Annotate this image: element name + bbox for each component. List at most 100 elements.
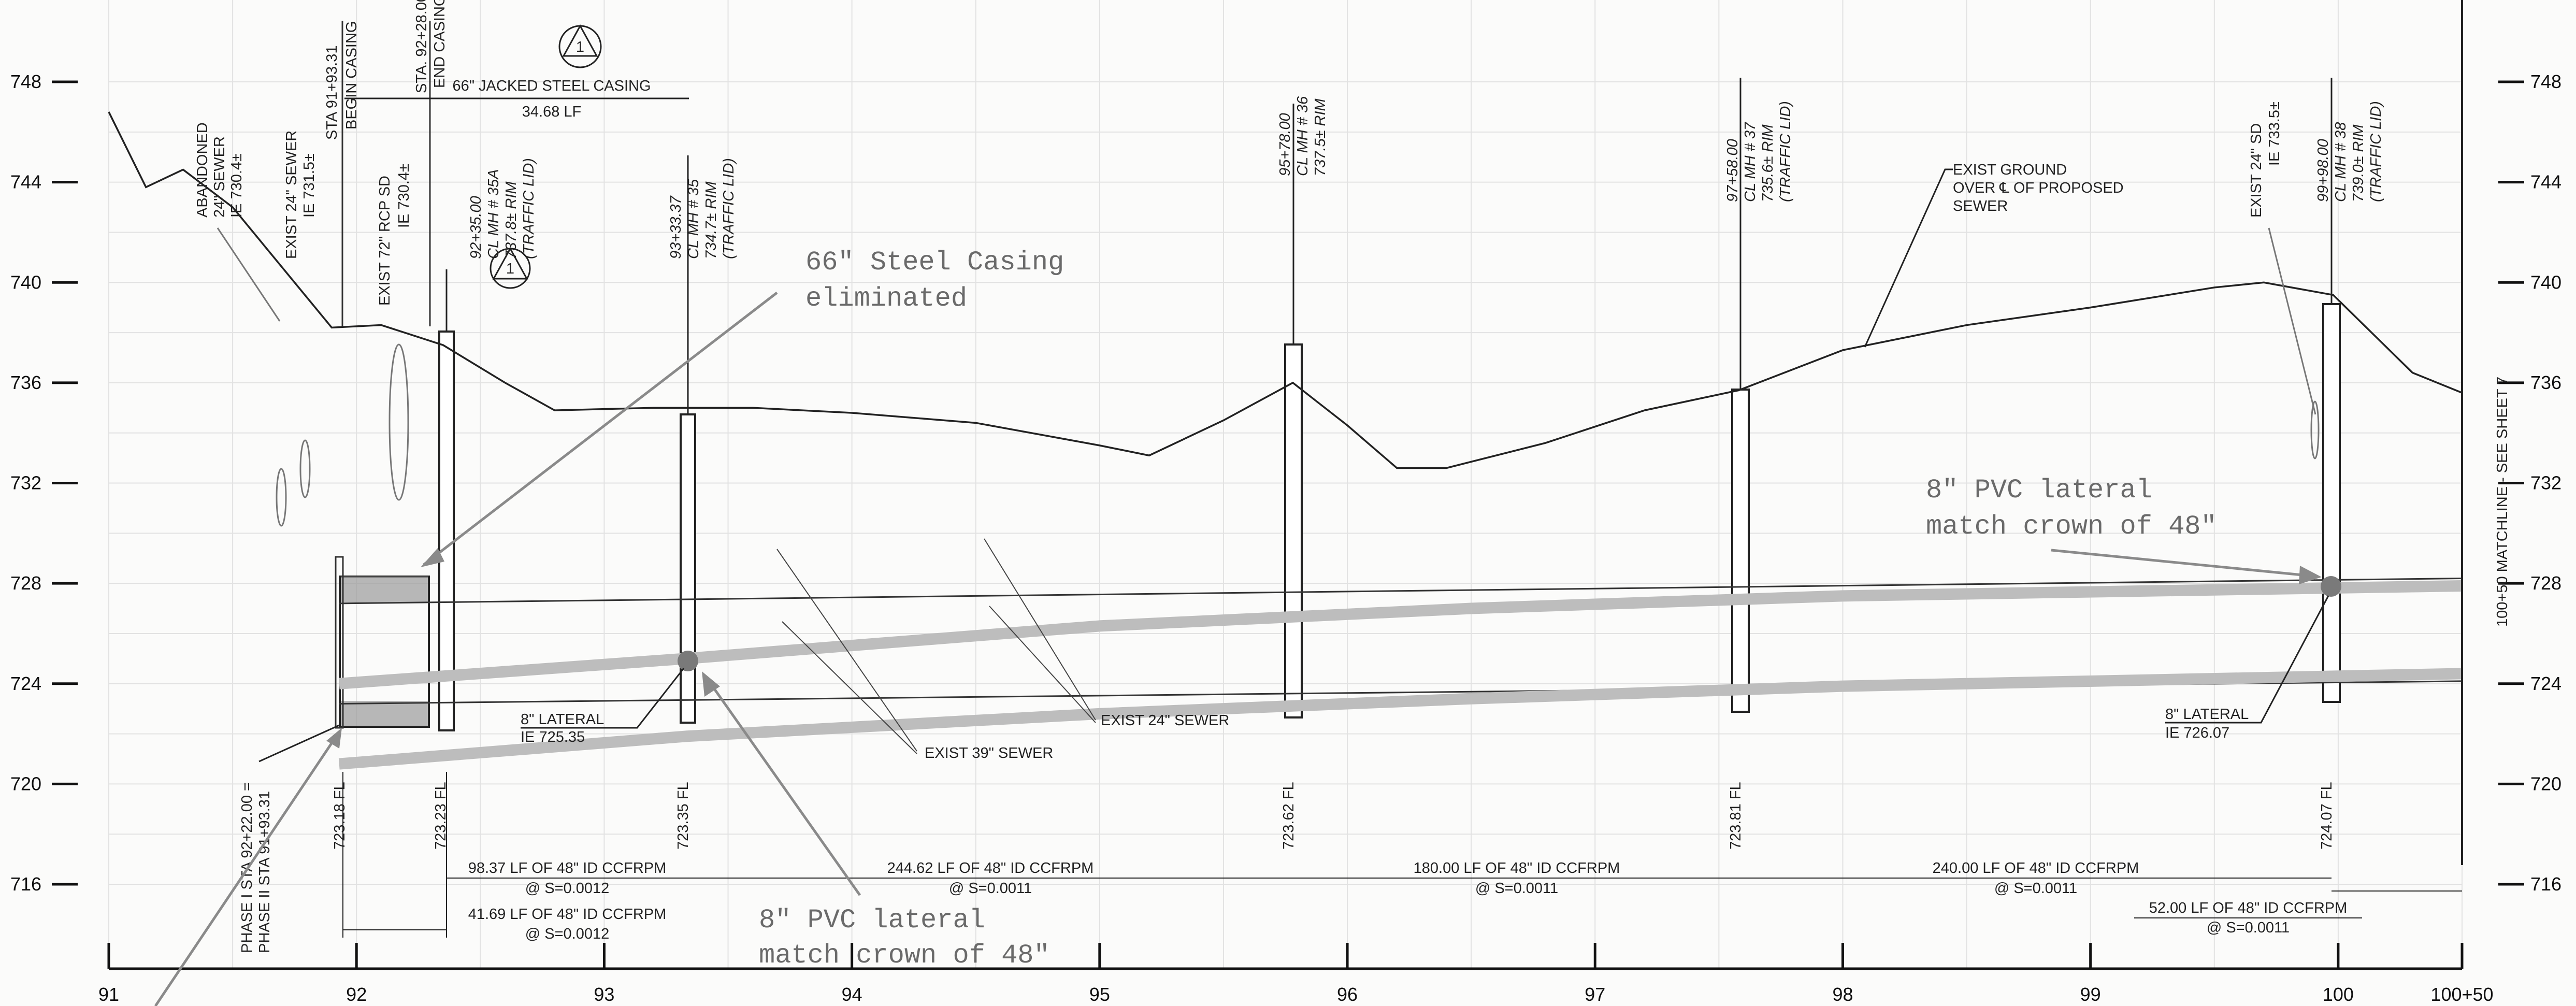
svg-text:CL MH # 37: CL MH # 37 — [1742, 121, 1759, 202]
station-label: 100 — [2323, 984, 2354, 1005]
elevation-label-right: 740 — [2530, 271, 2561, 293]
delta2-label: 1 — [506, 261, 514, 277]
svg-text:8" PVC lateral: 8" PVC lateral — [1926, 475, 2152, 506]
svg-text:41.69 LF OF 48" ID CCFRPM: 41.69 LF OF 48" ID CCFRPM — [468, 906, 667, 923]
markup-lower — [338, 668, 2463, 770]
svg-text:EXIST GROUND: EXIST GROUND — [1953, 162, 2067, 178]
svg-text:735.6± RIM: 735.6± RIM — [1760, 124, 1776, 202]
manhole-35a-structure — [438, 330, 455, 731]
svg-text:724.07 FL: 724.07 FL — [2319, 782, 2335, 850]
svg-text:match crown of 48": match crown of 48" — [1926, 511, 2217, 542]
svg-text:(TRAFFIC LID): (TRAFFIC LID) — [2368, 101, 2384, 202]
manhole-38-structure — [2322, 303, 2341, 703]
begin-casing-label: BEGIN CASING — [343, 21, 360, 130]
phase-label: PHASE I STA 92+22.00 = PHASE II STA 91+9… — [239, 724, 340, 953]
elevation-label-left: 728 — [10, 572, 41, 594]
elevation-label-right: 732 — [2530, 472, 2561, 494]
phase-markup-arrow — [154, 728, 342, 1006]
exist24-sd-label: EXIST 24" SD — [2248, 123, 2265, 218]
casing-block — [335, 556, 430, 729]
manhole-labels: 92+35.00 CL MH # 35A 737.8± RIM (TRAFFIC… — [445, 78, 2384, 414]
svg-text:@ S=0.0011: @ S=0.0011 — [1475, 880, 1558, 897]
abandoned-label: ABANDONED — [194, 122, 211, 218]
station-label: 95 — [1089, 984, 1110, 1005]
svg-text:(TRAFFIC LID): (TRAFFIC LID) — [521, 158, 537, 259]
svg-text:CL MH # 35A: CL MH # 35A — [485, 169, 502, 259]
run-dimension-text: 98.37 LF OF 48" ID CCFRPM @ S=0.0012 41.… — [468, 860, 2362, 942]
abandoned-sewer-label: 24" SEWER — [211, 136, 228, 218]
jacked-casing-label: 66" JACKED STEEL CASING — [452, 78, 651, 94]
delta-revision-icon — [562, 24, 598, 57]
sta-begin-label: STA 91+93.31 — [324, 46, 340, 140]
jacked-length-label: 34.68 LF — [522, 104, 581, 120]
station-label: 99 — [2080, 984, 2101, 1005]
lateral-dot-right — [2321, 576, 2341, 597]
station-label: 93 — [594, 984, 614, 1005]
svg-text:737.8± RIM: 737.8± RIM — [503, 181, 520, 259]
flowline-labels: 723.18 FL 723.23 FL 723.35 FL 723.62 FL … — [332, 782, 2335, 850]
station-label: 91 — [98, 984, 119, 1005]
manhole-37-structure — [1731, 389, 1750, 713]
svg-text:OVER ℄ OF PROPOSED: OVER ℄ OF PROPOSED — [1953, 180, 2124, 196]
elevation-label-left: 732 — [10, 472, 41, 494]
manhole-36-structure — [1284, 343, 1303, 718]
top-labels: ABANDONED 24" SEWER IE 730.4± EXIST 24" … — [194, 0, 2316, 415]
delta-revision-icon-2 — [492, 247, 528, 280]
svg-text:180.00 LF OF 48" ID CCFRPM: 180.00 LF OF 48" ID CCFRPM — [1414, 860, 1620, 876]
svg-text:@ S=0.0011: @ S=0.0011 — [949, 880, 1032, 897]
existing-ground-group — [108, 111, 2463, 469]
matchline-label: 100+50 MATCHLINE - SEE SHEET 7 — [2494, 377, 2511, 627]
svg-text:95+78.00: 95+78.00 — [1277, 113, 1293, 176]
elevation-axis: 748 748 744 744 740 740 736 736 732 732 728 728 724 7… — [10, 71, 2561, 895]
existing-pipe-sections — [276, 343, 2320, 527]
station-axis: 91 92 93 94 95 96 97 98 99 100 100+50 — [98, 943, 2494, 1005]
svg-text:97+58.00: 97+58.00 — [1724, 139, 1741, 202]
exist24-sewer-label: EXIST 24" SEWER — [283, 131, 300, 259]
lateral-left-callout: 8" LATERAL IE 725.35 — [521, 668, 685, 745]
svg-text:723.81 FL: 723.81 FL — [1728, 782, 1744, 850]
delta1-label: 1 — [576, 39, 584, 55]
svg-text:PHASE II STA 91+93.31: PHASE II STA 91+93.31 — [256, 791, 273, 953]
elevation-label-right: 720 — [2530, 773, 2561, 794]
svg-text:737.5± RIM: 737.5± RIM — [1312, 98, 1329, 176]
svg-text:99+98.00: 99+98.00 — [2315, 139, 2332, 202]
svg-text:(TRAFFIC LID): (TRAFFIC LID) — [721, 158, 737, 259]
svg-text:66" Steel Casing: 66" Steel Casing — [805, 247, 1064, 278]
elevation-label-left: 744 — [10, 171, 41, 193]
exist72-rcp-label: EXIST 72" RCP SD — [377, 176, 393, 306]
elevation-label-left: 716 — [10, 873, 41, 895]
svg-text:739.0± RIM: 739.0± RIM — [2350, 124, 2367, 202]
elevation-label-left: 724 — [10, 673, 41, 694]
svg-text:244.62 LF OF 48" ID CCFRPM: 244.62 LF OF 48" ID CCFRPM — [887, 860, 1094, 876]
svg-text:8" PVC lateral: 8" PVC lateral — [759, 905, 985, 936]
svg-text:98.37 LF OF 48" ID CCFRPM: 98.37 LF OF 48" ID CCFRPM — [468, 860, 667, 876]
svg-text:240.00 LF OF 48" ID CCFRPM: 240.00 LF OF 48" ID CCFRPM — [1933, 860, 2139, 876]
svg-text:723.35 FL: 723.35 FL — [675, 782, 692, 850]
elevation-label-right: 736 — [2530, 372, 2561, 393]
elevation-label-left: 748 — [10, 71, 41, 92]
svg-text:52.00 LF OF 48" ID CCFRPM: 52.00 LF OF 48" ID CCFRPM — [2149, 900, 2348, 916]
svg-text:@ S=0.0011: @ S=0.0011 — [2207, 919, 2290, 936]
lateral-right-markup: 8" PVC lateral match crown of 48" — [1926, 475, 2322, 584]
svg-text:IE 726.07: IE 726.07 — [2165, 725, 2229, 741]
lateral-dot-left — [678, 651, 698, 671]
svg-text:eliminated: eliminated — [805, 283, 967, 314]
proposed-sewer-crown — [339, 577, 2463, 605]
station-label: 100+50 — [2430, 984, 2493, 1005]
svg-text:8" LATERAL: 8" LATERAL — [2165, 706, 2249, 723]
svg-text:EXIST 24" SEWER: EXIST 24" SEWER — [1101, 712, 1229, 729]
elevation-label-left: 720 — [10, 773, 41, 794]
elevation-label-right: 744 — [2530, 171, 2561, 193]
svg-text:(TRAFFIC LID): (TRAFFIC LID) — [1777, 101, 1794, 202]
end-casing-label: END CASING — [431, 0, 448, 88]
station-label: 98 — [1832, 984, 1853, 1005]
elevation-label-right: 724 — [2530, 673, 2561, 694]
svg-text:92+35.00: 92+35.00 — [468, 196, 484, 259]
svg-text:CL MH # 38: CL MH # 38 — [2333, 122, 2349, 202]
svg-text:IE 725.35: IE 725.35 — [521, 729, 585, 745]
svg-text:@ S=0.0011: @ S=0.0011 — [1994, 880, 2077, 897]
svg-text:@ S=0.0012: @ S=0.0012 — [525, 880, 609, 897]
elevation-label-right: 748 — [2530, 71, 2561, 92]
